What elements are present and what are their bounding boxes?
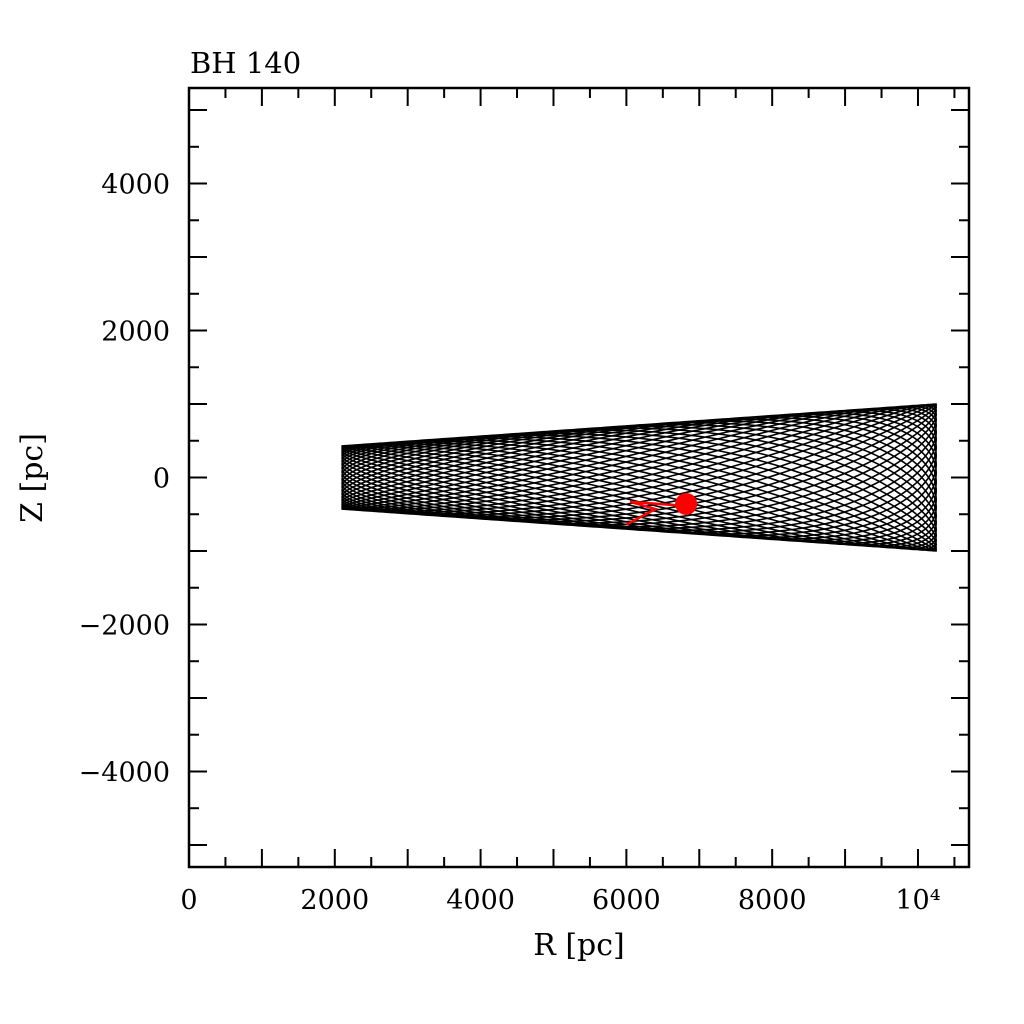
plot-frame bbox=[187, 86, 971, 869]
y-tick-label: −2000 bbox=[79, 610, 170, 641]
x-tick-label: 6000 bbox=[592, 885, 661, 916]
series-layer bbox=[341, 403, 937, 552]
y-tick-label: 2000 bbox=[101, 317, 170, 348]
axis-ticks bbox=[189, 88, 969, 867]
x-tick-label: 4000 bbox=[446, 885, 515, 916]
x-tick-label: 0 bbox=[180, 885, 197, 916]
x-tick-label: 2000 bbox=[300, 885, 369, 916]
x-tick-label: 8000 bbox=[738, 885, 807, 916]
y-tick-label: 4000 bbox=[101, 170, 170, 201]
tick-labels: 0 2000 4000 6000 8000 10⁴ −4000 −2000 0 2000 4000 bbox=[79, 170, 941, 916]
y-tick-label: 0 bbox=[153, 464, 170, 495]
x-axis-label: R [pc] bbox=[533, 928, 625, 963]
chart-title: BH 140 bbox=[190, 46, 301, 80]
x-tick-label: 10⁴ bbox=[895, 885, 940, 916]
orbit-line bbox=[341, 403, 937, 552]
y-tick-label: −4000 bbox=[79, 757, 170, 788]
recent-trajectory-segment bbox=[625, 500, 678, 526]
y-axis-label: Z [pc] bbox=[15, 433, 50, 523]
current-position-marker bbox=[675, 492, 698, 515]
